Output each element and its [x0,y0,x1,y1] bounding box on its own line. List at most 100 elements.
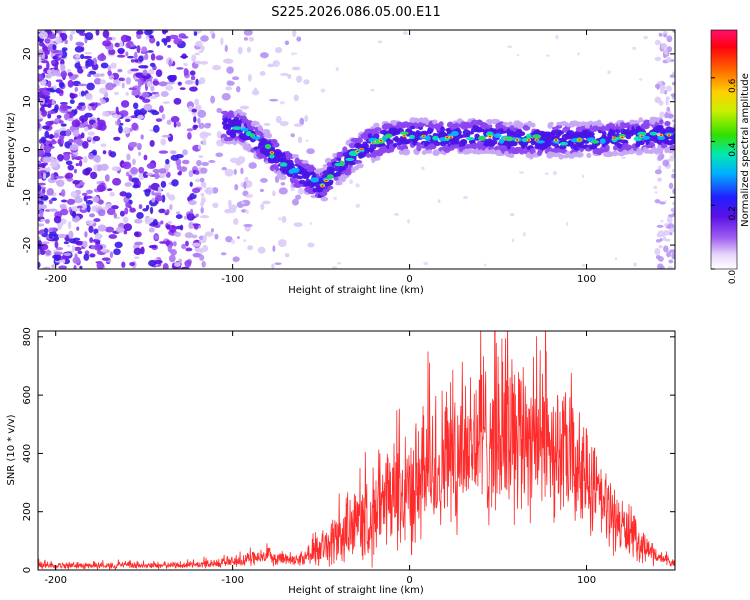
spectrogram-noise-blob [50,68,56,77]
spectrogram-noise-blob [126,153,131,161]
spectrogram-ridge-blob [566,130,575,135]
spectrogram-noise-blob [178,258,183,264]
spectrogram-noise-blob [146,80,153,88]
spectrogram-noise-blob [248,36,254,42]
spectrogram-noise-blob [655,239,662,243]
spectrogram-noise-blob [335,66,339,72]
spectrogram-noise-blob [96,184,106,192]
spectrogram-ridge-blob [489,139,498,145]
spectrogram-ridge-blob [247,125,256,131]
spectrogram-ridge-core [450,130,459,137]
spectrogram-noise-blob [68,138,74,143]
spectrogram-noise-blob [38,182,46,186]
spectrogram-ridge-blob [322,164,328,168]
spectrogram-noise-blob [95,30,100,36]
spectrogram-noise-blob [581,263,586,267]
spectrogram-noise-blob [621,156,626,160]
spectrogram-noise-blob [221,167,227,171]
spectrogram-noise-blob [89,213,95,218]
spectrogram-noise-blob [667,265,674,269]
spectrogram-noise-blob [177,171,182,176]
spectrogram-noise-blob [123,229,128,235]
spectrogram-noise-blob [120,122,124,126]
spectrogram-noise-blob [287,74,292,79]
spectrogram-noise-blob [179,224,184,231]
spectrogram-ridge-core [279,162,288,167]
spectrogram-noise-blob [81,65,86,71]
spectrogram-noise-blob [40,194,49,201]
spectrogram-noise-blob [128,141,137,148]
spectrogram-ridge-blob [613,145,618,151]
spectrogram-noise-blob [94,232,102,241]
spectrogram-ridge-peak [422,135,425,137]
spectrogram-noise-blob [232,256,240,263]
spectrogram-noise-blob [102,150,107,155]
spectrogram-noise-blob [53,215,62,224]
spectrogram-noise-blob [237,46,243,55]
snr-ticks: -200 -100 0 100 0 200 400 600 800 [22,327,675,586]
spectrogram-noise-blob [47,134,55,139]
spectrogram-noise-blob [247,245,254,251]
spectrogram-noise-blob [154,195,164,202]
spectrogram-noise-blob [119,210,125,217]
spectrogram-noise-blob [643,35,649,40]
spectrogram-ridge-blob [549,121,554,126]
spectrogram-y-tick-label: 10 [22,95,33,108]
spectrogram-noise-blob [299,117,305,126]
spectrogram-noise-blob [80,203,86,211]
spectrogram-noise-blob [98,122,107,131]
spectrogram-noise-blob [170,249,177,256]
spectrogram-noise-blob [119,110,129,117]
spectrogram-noise-blob [149,62,156,67]
spectrogram-noise-blob [182,149,188,156]
spectrogram-noise-blob [67,164,75,171]
spectrogram-noise-blob [133,247,142,256]
spectrogram-ridge-core [493,133,502,138]
spectrogram-noise-blob [180,266,190,269]
spectrogram-noise-blob [50,172,55,181]
spectrogram-noise-blob [145,34,150,40]
spectrogram-noise-blob [509,212,515,217]
spectrogram-noise-blob [171,179,179,187]
spectrogram-noise-blob [184,80,194,85]
spectrogram-ridge-core [240,127,249,132]
spectrogram-noise-blob [94,243,101,251]
spectrogram-noise-blob [236,236,241,239]
spectrogram-ridge-blob [365,152,372,158]
spectrogram-ridge-peak [379,139,383,142]
spectrogram-noise-blob [158,81,168,87]
spectrogram-noise-blob [144,188,151,197]
spectrogram-noise-blob [108,48,116,55]
spectrogram-noise-blob [177,81,182,86]
spectrogram-noise-blob [201,260,206,268]
spectrogram-noise-blob [38,261,41,269]
spectrogram-noise-blob [664,238,671,242]
spectrogram-noise-blob [159,241,167,244]
spectrogram-noise-blob [211,32,216,39]
spectrogram-noise-blob [174,231,182,237]
spectrogram-noise-blob [199,177,205,183]
spectrogram-noise-blob [167,44,172,48]
spectrogram-noise-blob [225,86,233,91]
spectrogram-noise-blob [194,60,203,65]
spectrogram-noise-blob [202,181,207,189]
spectrogram-noise-blob [102,40,112,47]
spectrogram-ridge-core [536,140,545,144]
spectrogram-ridge-peak [321,185,324,187]
spectrogram-ridge-blob [308,166,317,172]
spectrogram-noise-blob [654,56,662,62]
spectrogram-noise-blob [200,45,205,52]
spectrogram-noise-blob [60,123,67,127]
spectrogram-noise-blob [193,124,199,129]
spectrogram-ridge-core [384,133,393,139]
spectrogram-noise-blob [86,82,95,91]
spectrogram-noise-blob [67,221,72,230]
spectrogram-noise-blob [202,138,207,146]
spectrogram-ridge-blob [433,141,441,147]
spectrogram-noise-blob [162,101,171,104]
spectrogram-noise-blob [149,140,155,147]
spectrogram-noise-blob [189,70,196,76]
spectrogram-ridge-blob [322,188,330,193]
spectrogram-noise-blob [101,257,111,261]
spectrogram-noise-blob [131,122,139,131]
